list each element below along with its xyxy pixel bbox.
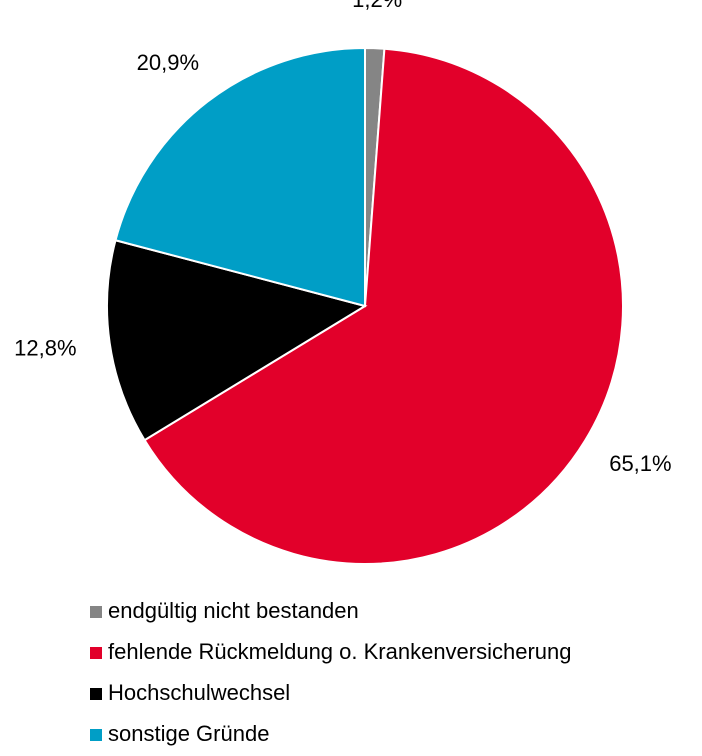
- legend-swatch: [90, 688, 102, 700]
- legend-swatch: [90, 647, 102, 659]
- pie-slice: [114, 46, 366, 308]
- legend-label: endgültig nicht bestanden: [108, 598, 359, 623]
- data-label: 65,1%: [609, 451, 671, 476]
- legend-swatch: [90, 729, 102, 741]
- legend-label: Hochschulwechsel: [108, 680, 290, 705]
- legend-label: sonstige Gründe: [108, 721, 269, 746]
- data-label: 20,9%: [137, 50, 199, 75]
- legend-label: fehlende Rückmeldung o. Krankenversicher…: [108, 639, 572, 664]
- legend-swatch: [90, 606, 102, 618]
- pie-slice: [106, 239, 368, 442]
- pie-slice: [143, 47, 624, 565]
- data-label: 12,8%: [14, 336, 76, 361]
- data-label: 1,2%: [352, 0, 402, 12]
